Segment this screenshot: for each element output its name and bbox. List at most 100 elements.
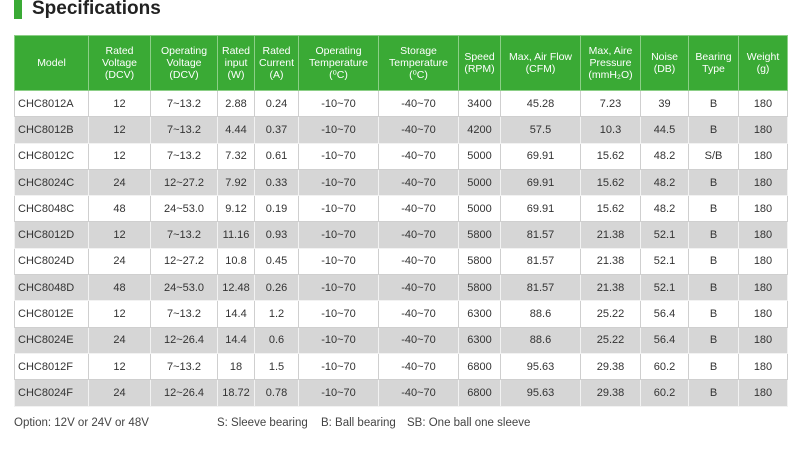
table-cell: 21.38	[580, 274, 641, 302]
footnote: S: Sleeve bearing	[217, 417, 308, 429]
table-cell: 29.38	[580, 352, 641, 381]
table-cell: 57.5	[500, 116, 581, 144]
table-cell: -10~70	[298, 168, 379, 197]
column-header: Max, Air Flow (CFM)	[500, 35, 581, 91]
table-cell: 81.57	[500, 221, 581, 249]
table-cell: 11.16	[217, 221, 255, 249]
table-cell: 180	[738, 300, 788, 328]
table-cell: -40~70	[378, 116, 459, 144]
table-cell: 88.6	[500, 326, 581, 354]
table-cell: 180	[738, 247, 788, 276]
table-cell: 0.26	[254, 274, 299, 302]
title: Specifications	[32, 0, 161, 19]
table-cell: 180	[738, 195, 788, 223]
table-cell: 3400	[458, 89, 501, 118]
table-cell: 1.5	[254, 352, 299, 381]
table-cell: 7~13.2	[150, 142, 218, 170]
table-cell: CHC8012A	[14, 89, 89, 118]
table-row: CHC8024E 24 12~26.4 14.4 0.6 -10~70 -40~70 6300…	[14, 326, 788, 354]
column-header: Weight (g)	[738, 35, 788, 91]
column-header: Speed (RPM)	[458, 35, 501, 91]
table-cell: 60.2	[640, 352, 689, 381]
table-cell: 24~53.0	[150, 195, 218, 223]
column-header: Max, Aire Pressure (mmH₂O)	[580, 35, 641, 91]
table-cell: 12~27.2	[150, 168, 218, 197]
table-cell: 7~13.2	[150, 89, 218, 118]
spec-table: Model Rated Voltage (DCV) Operating Voltag…	[14, 35, 788, 407]
table-cell: 14.4	[217, 300, 255, 328]
table-cell: 12	[88, 221, 151, 249]
table-cell: 52.1	[640, 274, 689, 302]
table-cell: -10~70	[298, 89, 379, 118]
table-cell: 48.2	[640, 168, 689, 197]
table-cell: -40~70	[378, 247, 459, 276]
table-row: CHC8012A 12 7~13.2 2.88 0.24 -10~70 -40~70 3400…	[14, 89, 788, 118]
table-cell: 6800	[458, 379, 501, 407]
table-cell: 12~26.4	[150, 379, 218, 407]
table-row: CHC8024C 24 12~27.2 7.92 0.33 -10~70 -40~70 500…	[14, 168, 788, 197]
table-cell: 14.4	[217, 326, 255, 354]
table-cell: 6300	[458, 326, 501, 354]
table-cell: 18	[217, 352, 255, 381]
table-cell: 12~27.2	[150, 247, 218, 276]
table-cell: 10.3	[580, 116, 641, 144]
table-cell: 12.48	[217, 274, 255, 302]
table-cell: 88.6	[500, 300, 581, 328]
table-cell: 7.32	[217, 142, 255, 170]
table-cell: 7~13.2	[150, 300, 218, 328]
table-cell: 44.5	[640, 116, 689, 144]
table-row: CHC8012F 12 7~13.2 18 1.5 -10~70 -40~70 6800 95.…	[14, 352, 788, 381]
table-cell: 180	[738, 142, 788, 170]
table-cell: 48	[88, 274, 151, 302]
table-cell: 12~26.4	[150, 326, 218, 354]
table-cell: 180	[738, 116, 788, 144]
table-row: CHC8024F 24 12~26.4 18.72 0.78 -10~70 -40~70 68…	[14, 379, 788, 407]
table-cell: 12	[88, 300, 151, 328]
table-cell: 48	[88, 195, 151, 223]
table-cell: 15.62	[580, 168, 641, 197]
table-cell: -40~70	[378, 352, 459, 381]
table-cell: 12	[88, 89, 151, 118]
column-header: Rated Voltage (DCV)	[88, 35, 151, 91]
table-cell: -10~70	[298, 300, 379, 328]
table-cell: CHC8024F	[14, 379, 89, 407]
table-cell: B	[688, 195, 739, 223]
table-cell: 7~13.2	[150, 116, 218, 144]
table-cell: 52.1	[640, 247, 689, 276]
table-row: CHC8024D 24 12~27.2 10.8 0.45 -10~70 -40~70 580…	[14, 247, 788, 276]
table-cell: 5000	[458, 168, 501, 197]
table-cell: 6300	[458, 300, 501, 328]
table-cell: 69.91	[500, 168, 581, 197]
table-cell: -10~70	[298, 352, 379, 381]
table-cell: B	[688, 326, 739, 354]
table-cell: -10~70	[298, 274, 379, 302]
table-cell: 4.44	[217, 116, 255, 144]
table-cell: 180	[738, 274, 788, 302]
table-cell: B	[688, 300, 739, 328]
table-row: CHC8012D 12 7~13.2 11.16 0.93 -10~70 -40~70 580…	[14, 221, 788, 249]
table-cell: 0.93	[254, 221, 299, 249]
table-cell: 180	[738, 168, 788, 197]
table-cell: 60.2	[640, 379, 689, 407]
column-header: Rated Current (A)	[254, 35, 299, 91]
table-cell: 69.91	[500, 195, 581, 223]
table-cell: 0.33	[254, 168, 299, 197]
table-cell: 48.2	[640, 142, 689, 170]
section-header: Specifications	[14, 0, 161, 20]
table-cell: 0.6	[254, 326, 299, 354]
table-cell: 29.38	[580, 379, 641, 407]
table-cell: -10~70	[298, 247, 379, 276]
table-cell: CHC8048D	[14, 274, 89, 302]
table-cell: 180	[738, 89, 788, 118]
table-cell: 180	[738, 352, 788, 381]
table-cell: 0.61	[254, 142, 299, 170]
table-cell: B	[688, 274, 739, 302]
table-cell: CHC8024C	[14, 168, 89, 197]
table-cell: CHC8048C	[14, 195, 89, 223]
table-cell: B	[688, 89, 739, 118]
table-cell: -10~70	[298, 116, 379, 144]
table-cell: 5800	[458, 247, 501, 276]
table-cell: 56.4	[640, 300, 689, 328]
table-cell: 24	[88, 326, 151, 354]
